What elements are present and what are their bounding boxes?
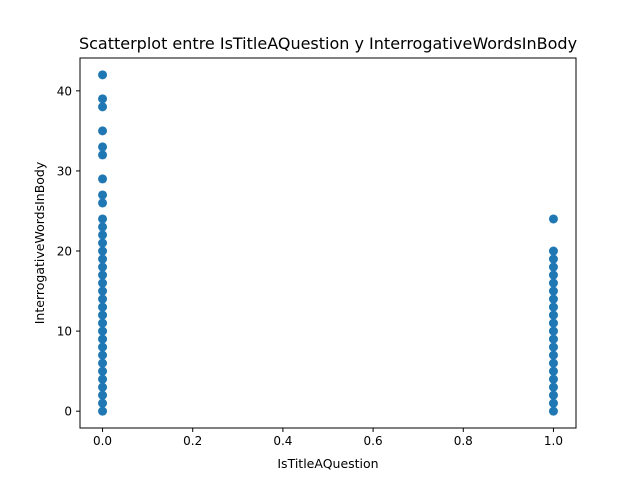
data-point [548, 342, 558, 352]
data-point [548, 214, 558, 224]
data-point [98, 406, 108, 416]
data-point [98, 278, 108, 288]
data-point [98, 382, 108, 392]
data-point [98, 390, 108, 400]
data-point [98, 126, 108, 136]
data-point [548, 358, 558, 368]
data-point [98, 94, 108, 104]
data-point [548, 390, 558, 400]
data-point [548, 366, 558, 376]
data-point [548, 326, 558, 336]
data-point [98, 358, 108, 368]
chart-title: Scatterplot entre IsTitleAQuestion y Int… [79, 34, 577, 53]
data-point [98, 342, 108, 352]
y-axis-label: InterrogativeWordsInBody [32, 161, 47, 324]
x-tick-label: 1.0 [544, 434, 563, 448]
data-point [548, 294, 558, 304]
data-point [98, 174, 108, 184]
data-point [548, 286, 558, 296]
data-point [98, 270, 108, 280]
data-point [98, 398, 108, 408]
data-point [548, 318, 558, 328]
data-point [98, 366, 108, 376]
data-point [98, 102, 108, 112]
data-point [98, 294, 108, 304]
data-point [548, 254, 558, 264]
data-point [98, 214, 108, 224]
axes-frame [79, 57, 577, 429]
data-point [98, 334, 108, 344]
points-layer [98, 70, 558, 416]
y-axis-ticks: 0 10 20 30 40 [57, 84, 80, 419]
x-tick-label: 0.4 [273, 434, 292, 448]
data-point [98, 230, 108, 240]
data-point [548, 382, 558, 392]
data-point [98, 238, 108, 248]
y-tick-label: 0 [64, 405, 72, 419]
data-point [548, 398, 558, 408]
y-tick-label: 10 [57, 325, 72, 339]
data-point [548, 270, 558, 280]
data-point [548, 374, 558, 384]
data-point [98, 374, 108, 384]
data-point [98, 246, 108, 256]
y-tick-label: 40 [57, 84, 72, 98]
data-point [548, 350, 558, 360]
data-point [98, 286, 108, 296]
data-point [98, 302, 108, 312]
x-tick-label: 0.6 [364, 434, 383, 448]
data-point [548, 310, 558, 320]
x-tick-label: 0.8 [454, 434, 473, 448]
x-axis-label: IsTitleAQuestion [277, 456, 378, 471]
data-point [98, 310, 108, 320]
data-point [98, 326, 108, 336]
data-point [98, 150, 108, 160]
data-point [98, 198, 108, 208]
data-point [98, 70, 108, 80]
data-point [548, 246, 558, 256]
data-point [548, 334, 558, 344]
data-point [98, 318, 108, 328]
x-tick-label: 0.0 [93, 434, 112, 448]
data-point [98, 350, 108, 360]
data-point [548, 302, 558, 312]
data-point [98, 262, 108, 272]
data-point [548, 406, 558, 416]
data-point [98, 222, 108, 232]
x-tick-label: 0.2 [183, 434, 202, 448]
data-point [98, 190, 108, 200]
data-point [98, 142, 108, 152]
y-tick-label: 30 [57, 164, 72, 178]
data-point [98, 254, 108, 264]
data-point [548, 278, 558, 288]
data-point [548, 262, 558, 272]
x-axis-ticks: 0.0 0.2 0.4 0.6 0.8 1.0 [93, 428, 563, 448]
y-tick-label: 20 [57, 245, 72, 259]
